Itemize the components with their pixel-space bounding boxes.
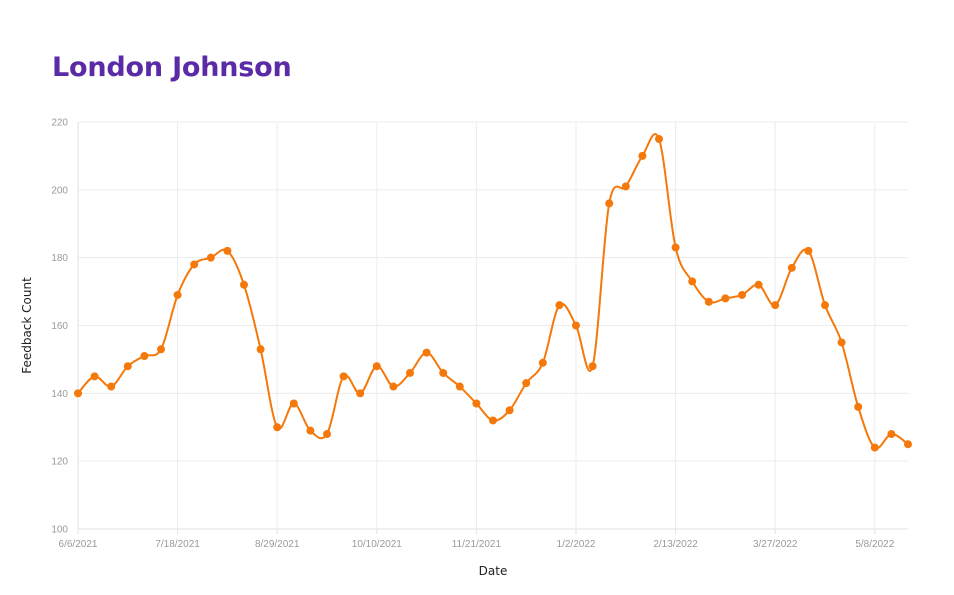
- x-tick-labels: 6/6/2021 7/18/2021 8/29/2021 10/10/2021 11/2…: [59, 539, 895, 550]
- data-point: [754, 280, 763, 289]
- data-point: [688, 277, 697, 286]
- grid-lines: [78, 121, 908, 529]
- data-point: [472, 399, 481, 408]
- data-points: [74, 134, 912, 452]
- data-point: [389, 382, 398, 391]
- data-point: [157, 345, 165, 354]
- x-axis-title: Date: [479, 564, 508, 578]
- x-tick-label: 8/29/2021: [255, 539, 300, 550]
- series-line: [77, 133, 909, 450]
- data-point: [223, 246, 232, 255]
- y-tick-labels: 100 120 140 160 180 200 220: [51, 118, 68, 536]
- data-point: [837, 338, 846, 347]
- x-tick-label: 3/27/2022: [753, 539, 798, 550]
- data-point: [439, 368, 448, 377]
- y-tick-label: 100: [51, 525, 68, 536]
- data-point: [74, 389, 82, 398]
- data-point: [422, 348, 431, 357]
- y-tick-label: 180: [51, 253, 68, 264]
- data-point: [721, 294, 730, 303]
- data-point: [787, 263, 796, 272]
- data-point: [123, 362, 132, 371]
- data-point: [572, 321, 580, 330]
- data-point: [339, 372, 348, 381]
- y-axis-title: Feedback Count: [20, 277, 34, 374]
- data-point: [870, 443, 879, 452]
- y-tick-label: 160: [51, 321, 68, 332]
- data-point: [90, 372, 99, 381]
- data-point: [804, 246, 813, 255]
- data-point: [738, 290, 746, 299]
- data-point: [538, 358, 547, 367]
- x-tick-label: 10/10/2021: [352, 539, 402, 550]
- data-point: [655, 134, 663, 143]
- y-tick-label: 220: [51, 118, 68, 129]
- axes: [77, 122, 908, 534]
- x-tick-label: 5/8/2022: [855, 539, 894, 550]
- data-point: [289, 399, 298, 408]
- data-point: [173, 290, 182, 299]
- data-point: [821, 301, 829, 310]
- data-point: [522, 379, 531, 388]
- data-point: [704, 297, 713, 306]
- x-tick-label: 2/13/2022: [653, 539, 698, 550]
- data-point: [356, 389, 365, 398]
- chart-title: London Johnson: [52, 52, 292, 83]
- y-tick-label: 140: [51, 389, 68, 400]
- data-point: [555, 301, 564, 310]
- data-point: [887, 430, 896, 439]
- data-point: [771, 301, 780, 310]
- data-point: [273, 423, 282, 432]
- data-point: [206, 253, 215, 262]
- data-point: [904, 440, 912, 449]
- data-point: [107, 382, 116, 391]
- data-point: [372, 362, 381, 371]
- x-tick-label: 7/18/2021: [155, 539, 200, 550]
- x-tick-label: 11/21/2021: [452, 539, 502, 550]
- data-point: [638, 151, 647, 160]
- data-point: [621, 182, 630, 191]
- data-point: [240, 280, 248, 289]
- data-point: [190, 260, 199, 269]
- data-point: [256, 345, 265, 354]
- data-point: [323, 430, 331, 439]
- data-point: [605, 199, 614, 208]
- data-point: [588, 362, 597, 371]
- data-point: [455, 382, 464, 391]
- x-tick-label: 1/2/2022: [557, 539, 596, 550]
- x-tick-label: 6/6/2021: [59, 539, 98, 550]
- y-tick-label: 120: [51, 457, 68, 468]
- data-point: [306, 426, 315, 435]
- data-point: [489, 416, 497, 425]
- data-point: [854, 402, 863, 411]
- data-point: [140, 352, 149, 361]
- y-tick-label: 200: [51, 185, 68, 196]
- data-point: [406, 368, 414, 377]
- data-point: [671, 243, 680, 252]
- data-point: [505, 406, 514, 415]
